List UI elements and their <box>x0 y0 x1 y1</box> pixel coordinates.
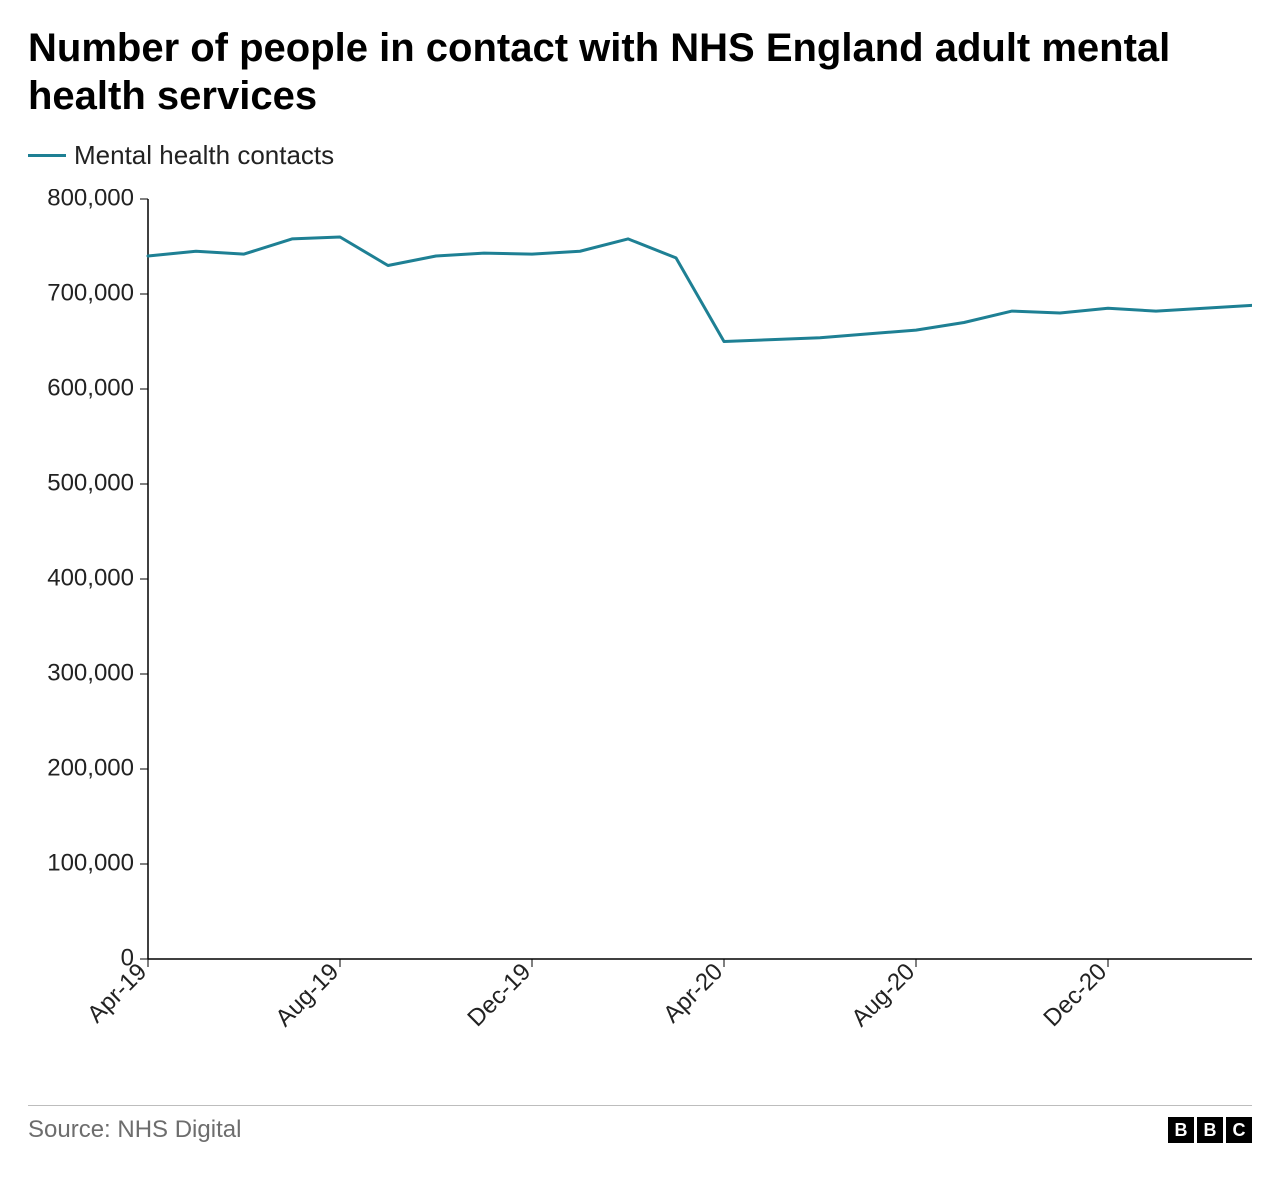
svg-text:300,000: 300,000 <box>47 659 134 686</box>
svg-text:500,000: 500,000 <box>47 469 134 496</box>
legend: Mental health contacts <box>28 140 1252 171</box>
svg-text:400,000: 400,000 <box>47 564 134 591</box>
svg-text:Dec-19: Dec-19 <box>462 958 536 1032</box>
svg-text:Aug-19: Aug-19 <box>270 958 344 1032</box>
svg-text:Aug-20: Aug-20 <box>846 958 920 1032</box>
line-chart: 0100,000200,000300,000400,000500,000600,… <box>28 189 1252 1069</box>
svg-text:200,000: 200,000 <box>47 754 134 781</box>
source-text: Source: NHS Digital <box>28 1116 241 1144</box>
bbc-letter: B <box>1197 1117 1223 1143</box>
chart-title: Number of people in contact with NHS Eng… <box>28 24 1252 120</box>
svg-text:800,000: 800,000 <box>47 189 134 211</box>
legend-label: Mental health contacts <box>74 140 334 171</box>
bbc-letter: C <box>1226 1117 1252 1143</box>
legend-swatch <box>28 154 66 157</box>
svg-text:Dec-20: Dec-20 <box>1038 958 1112 1032</box>
svg-text:Apr-20: Apr-20 <box>658 958 728 1028</box>
svg-text:600,000: 600,000 <box>47 374 134 401</box>
svg-text:100,000: 100,000 <box>47 849 134 876</box>
bbc-letter: B <box>1168 1117 1194 1143</box>
footer: Source: NHS Digital B B C <box>28 1105 1252 1144</box>
svg-text:Apr-19: Apr-19 <box>82 958 152 1028</box>
svg-text:700,000: 700,000 <box>47 279 134 306</box>
chart-svg: 0100,000200,000300,000400,000500,000600,… <box>28 189 1252 1069</box>
bbc-logo: B B C <box>1168 1117 1252 1143</box>
